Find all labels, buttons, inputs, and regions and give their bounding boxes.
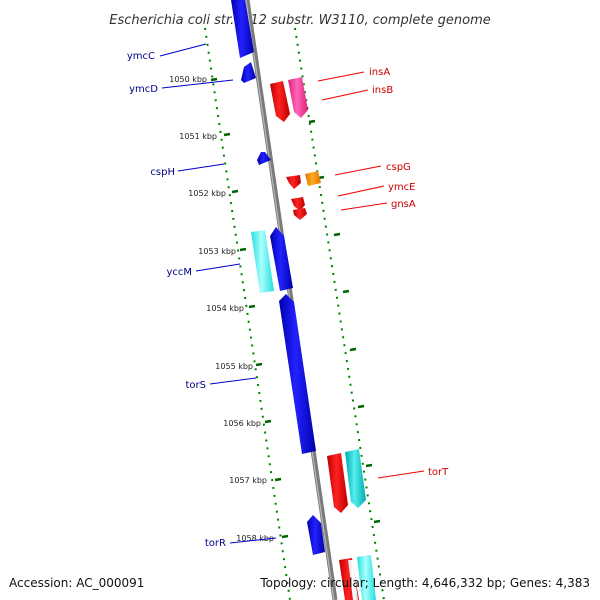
scale-tick — [274, 477, 282, 482]
tick-label: 1053 kbp — [198, 247, 236, 256]
gene-label-torR[interactable]: torR — [205, 538, 226, 549]
gene-label-ymcC[interactable]: ymcC — [127, 51, 155, 62]
tick-label: 1050 kbp — [169, 75, 207, 84]
outer-tick — [373, 519, 381, 524]
gene-label-ymcD[interactable]: ymcD — [129, 84, 158, 95]
tick-label: 1052 kbp — [188, 189, 226, 198]
gene-label-ymcE[interactable]: ymcE — [388, 182, 415, 193]
gene-bottom-white[interactable] — [348, 560, 358, 600]
gene-ymcD-arrow[interactable] — [241, 62, 256, 83]
topology-text: Topology: circular; Length: 4,646,332 bp… — [259, 576, 590, 590]
gene-torT-arrow[interactable] — [345, 449, 366, 508]
outer-track-line — [294, 27, 385, 600]
right-gene-labels: insA insB cspG ymcE gnsA torT — [369, 67, 449, 478]
scale-track-line — [204, 27, 291, 600]
leader-line-gnsA — [340, 202, 388, 211]
gene-yccM-arrow[interactable] — [251, 230, 274, 293]
outer-tick — [349, 347, 357, 352]
leader-line-torR — [229, 537, 277, 544]
gene-cspG-arrow[interactable] — [286, 175, 301, 189]
scale-tick — [210, 77, 218, 82]
scale-tick — [223, 132, 231, 137]
scale-tick — [248, 304, 256, 309]
outer-tick — [308, 119, 316, 124]
gene-torS-arrow[interactable] — [279, 294, 316, 454]
gene-label-torT[interactable]: torT — [428, 467, 449, 478]
reverse-genes — [270, 77, 376, 600]
scale-tick — [255, 362, 263, 367]
accession-text: Accession: AC_000091 — [9, 576, 144, 590]
left-gene-labels: ymcC ymcD cspH yccM torS torR — [127, 51, 226, 549]
right-leader-lines — [317, 71, 425, 479]
scale-tick — [264, 419, 272, 424]
gene-cspG-orange[interactable] — [305, 171, 321, 186]
scale-major-ticks — [210, 77, 289, 539]
leader-line-ymcD — [161, 79, 234, 89]
gene-gnsA-arrow[interactable] — [293, 208, 307, 220]
gene-torT-red-arrow[interactable] — [327, 453, 348, 513]
left-leader-lines — [159, 43, 277, 544]
gene-label-insA[interactable]: insA — [369, 67, 390, 78]
scale-tick — [231, 189, 239, 194]
tick-label: 1055 kbp — [215, 362, 253, 371]
gene-insB-arrow[interactable] — [288, 77, 308, 118]
leader-line-cspH — [177, 163, 225, 172]
tick-label: 1054 kbp — [206, 304, 244, 313]
forward-genes — [231, 0, 325, 555]
leader-line-insA — [317, 71, 365, 82]
leader-line-ymcC — [159, 43, 207, 57]
outer-tick — [357, 404, 365, 409]
gene-label-insB[interactable]: insB — [372, 85, 393, 96]
outer-tick — [333, 232, 341, 237]
outer-tick — [342, 289, 350, 294]
tick-label: 1051 kbp — [179, 132, 217, 141]
gene-cspH-arrow[interactable] — [257, 152, 271, 165]
leader-line-insB — [321, 89, 369, 101]
tick-label: 1058 kbp — [236, 534, 274, 543]
scale-tick-labels: 1050 kbp 1051 kbp 1052 kbp 1053 kbp 1054… — [169, 75, 274, 543]
leader-line-cspG — [334, 165, 382, 176]
scale-tick — [239, 247, 247, 252]
leader-line-ymcE — [337, 185, 385, 197]
gene-label-cspH[interactable]: cspH — [150, 167, 175, 178]
gene-torR-arrow[interactable] — [307, 515, 325, 555]
tick-label: 1056 kbp — [223, 419, 261, 428]
genome-title: Escherichia coli str. K-12 substr. W3110… — [109, 13, 490, 28]
leader-line-yccM — [195, 263, 241, 272]
gene-label-torS[interactable]: torS — [186, 380, 207, 391]
gene-ycc-blue-arrow[interactable] — [270, 227, 293, 291]
outer-tick — [365, 463, 373, 468]
gene-label-cspG[interactable]: cspG — [386, 162, 411, 173]
gene-label-gnsA[interactable]: gnsA — [391, 199, 416, 210]
leader-line-torT — [377, 470, 425, 479]
leader-line-torS — [209, 377, 257, 385]
gene-label-yccM[interactable]: yccM — [166, 267, 192, 278]
scale-tick — [281, 534, 289, 539]
gene-ymcC-arrow[interactable] — [231, 0, 254, 58]
gene-ymcE-arrow[interactable] — [291, 197, 305, 211]
tick-label: 1057 kbp — [229, 476, 267, 485]
gene-bottom-cyan[interactable] — [357, 555, 376, 600]
gene-insA-arrow[interactable] — [270, 81, 290, 122]
